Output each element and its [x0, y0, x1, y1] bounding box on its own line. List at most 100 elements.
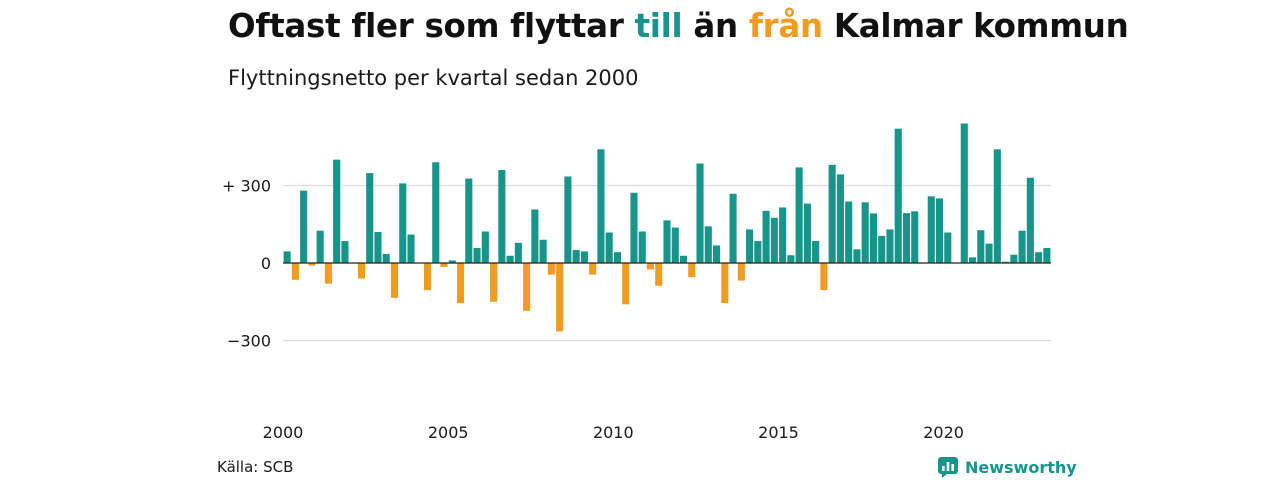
bar	[861, 202, 869, 263]
bar	[836, 174, 844, 263]
bar	[1035, 252, 1043, 263]
bar	[754, 241, 762, 263]
y-tick-label: −300	[227, 332, 271, 351]
bar	[407, 234, 415, 263]
bar	[300, 190, 308, 263]
bar-chart: + 300 0 −300 2000 2005 2010 2015 2020	[222, 123, 1051, 442]
bar	[1010, 254, 1018, 263]
bar	[985, 243, 993, 264]
gridlines	[283, 184, 1051, 342]
bar	[911, 211, 919, 263]
bar	[902, 213, 911, 263]
y-tick-label: 0	[261, 254, 271, 273]
bar	[630, 192, 638, 263]
title-part-2: än	[682, 7, 749, 45]
bar	[696, 163, 704, 263]
chart-subtitle: Flyttningsnetto per kvartal sedan 2000	[228, 66, 639, 90]
bar	[490, 263, 498, 302]
bar	[514, 242, 522, 263]
bar	[993, 149, 1001, 263]
newsworthy-logo-icon	[938, 457, 958, 478]
bar	[894, 128, 902, 263]
bar	[1043, 248, 1051, 263]
bar	[498, 170, 506, 263]
bar	[787, 255, 795, 263]
bar	[1026, 177, 1034, 263]
bar	[820, 263, 828, 291]
bar	[481, 231, 489, 263]
bars	[283, 123, 1051, 332]
bar	[448, 260, 456, 263]
bar	[679, 255, 688, 263]
bar	[597, 149, 605, 263]
x-tick-label: 2015	[758, 423, 799, 442]
bar	[547, 263, 555, 275]
bar	[704, 226, 712, 263]
bar	[812, 241, 820, 263]
bar	[539, 239, 547, 263]
bar	[779, 207, 787, 263]
bar	[746, 229, 754, 263]
bar	[432, 162, 440, 263]
bar	[795, 167, 803, 263]
bar	[473, 248, 481, 263]
bar	[589, 263, 597, 275]
logo-text: Newsworthy	[965, 457, 1077, 477]
bar	[655, 263, 663, 286]
x-tick-label: 2020	[923, 423, 964, 442]
newsworthy-logo: Newsworthy	[937, 456, 1077, 478]
bar	[316, 230, 324, 263]
bar	[853, 249, 861, 263]
x-tick-label: 2000	[263, 423, 304, 442]
x-tick-label: 2010	[593, 423, 634, 442]
bar	[729, 193, 737, 263]
bar	[671, 227, 679, 263]
bar	[737, 263, 745, 281]
bar	[944, 232, 952, 263]
bar	[845, 201, 853, 263]
bar	[572, 250, 580, 263]
bar	[770, 217, 778, 263]
bar	[663, 220, 671, 264]
bar	[688, 263, 696, 278]
bar	[713, 245, 721, 263]
bar	[935, 198, 944, 263]
bar	[523, 263, 531, 311]
source-note: Källa: SCB	[217, 458, 294, 476]
bar	[605, 232, 613, 263]
bar	[423, 263, 432, 291]
bar	[440, 263, 448, 267]
title-part-1: Oftast fler som flyttar	[228, 7, 635, 45]
bar	[828, 164, 836, 263]
bar	[357, 263, 365, 279]
bar	[506, 255, 514, 263]
bar	[646, 263, 655, 270]
bar	[399, 183, 407, 263]
bar	[580, 251, 588, 264]
bar	[457, 263, 465, 304]
bar	[762, 210, 770, 263]
bar	[927, 196, 935, 263]
title-highlight-fran: från	[748, 7, 823, 45]
bar	[374, 232, 382, 263]
x-axis-labels: 2000 2005 2010 2015 2020	[263, 423, 964, 442]
bar	[721, 263, 729, 304]
title-part-3: Kalmar kommun	[822, 7, 1129, 45]
bar	[308, 263, 316, 266]
bar	[283, 251, 291, 264]
bar	[613, 252, 621, 263]
bar	[324, 263, 332, 284]
y-tick-label: + 300	[222, 177, 271, 196]
bar	[531, 209, 539, 263]
chart-title: Oftast fler som flyttar till än från Kal…	[228, 7, 1129, 45]
bar	[390, 263, 399, 298]
bar	[556, 263, 564, 332]
bar	[366, 173, 374, 263]
bar	[341, 241, 349, 263]
bar	[291, 263, 299, 280]
bar	[886, 229, 894, 263]
bar	[803, 203, 811, 263]
bar	[960, 123, 968, 263]
x-tick-label: 2005	[428, 423, 469, 442]
bar	[977, 230, 985, 263]
